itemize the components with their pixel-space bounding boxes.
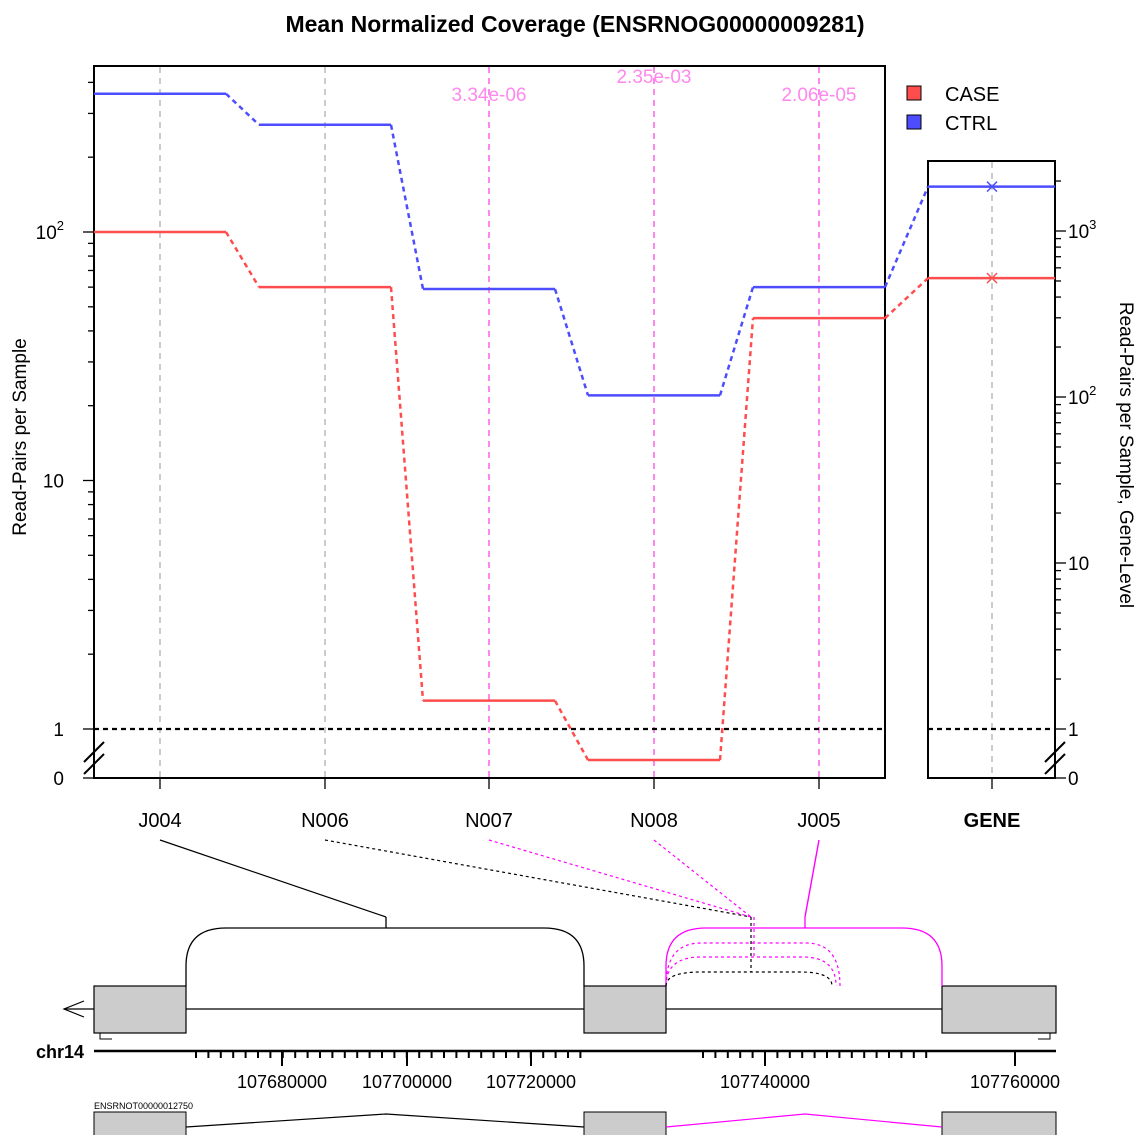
legend: CASE CTRL	[906, 84, 999, 135]
y-tick-label-right: 102	[1068, 383, 1096, 409]
x-tick-label-j004: J004	[138, 810, 181, 832]
legend-swatch-ctrl	[906, 114, 922, 130]
legend-label-case: CASE	[945, 84, 999, 106]
transcript-exon-1	[93, 1111, 187, 1135]
y-tick-label-right: 10	[1068, 554, 1089, 575]
genomic-tick-label: 107680000	[237, 1072, 327, 1092]
gene-level-values	[928, 181, 1055, 284]
p-value-labels: 3.34e-06 2.35e-03 2.06e-05	[451, 67, 856, 106]
x-tick-label-n006: N006	[301, 810, 349, 832]
y-tick-label-right: 1	[1068, 720, 1079, 741]
gene-model	[62, 917, 1057, 1040]
legend-label-ctrl: CTRL	[945, 113, 997, 135]
case-gene-connector	[884, 277, 929, 320]
y-tick-label: 0	[53, 769, 64, 790]
y-axis-left: 0 1 10 102	[36, 81, 94, 790]
exon-3	[941, 985, 1057, 1034]
y-tick-label-right: 103	[1068, 217, 1096, 243]
x-tick-label-gene: GENE	[964, 810, 1021, 832]
junction-arc-j005	[665, 927, 943, 986]
axis-break-right	[1044, 741, 1066, 775]
novel-arc-n006	[665, 971, 833, 987]
series-lines	[94, 92, 930, 762]
ctrl-connector	[718, 286, 755, 396]
y-tick-label-right: 0	[1068, 769, 1079, 790]
exon-2	[583, 985, 667, 1034]
case-connector	[718, 318, 755, 761]
p-value-j005: 2.06e-05	[781, 85, 856, 106]
case-connector	[224, 231, 261, 288]
x-tick-label-n007: N007	[465, 810, 513, 832]
x-tick-label-n008: N008	[630, 810, 678, 832]
category-guides	[159, 67, 993, 777]
legend-swatch-case	[906, 85, 922, 101]
p-value-n008: 2.35e-03	[616, 67, 691, 88]
y-tick-label: 10	[43, 472, 64, 493]
y-axis-label-right: Read-Pairs per Sample, Gene-Level	[1115, 302, 1136, 608]
y-axis-label-left: Read-Pairs per Sample	[10, 338, 31, 535]
y-axis-right: 0 1 10 102 103	[1055, 180, 1096, 790]
genomic-tick-label: 107700000	[362, 1072, 452, 1092]
p-value-n007: 3.34e-06	[451, 85, 526, 106]
novel-arc-n008	[665, 942, 841, 987]
case-connector	[389, 287, 425, 701]
case-connector	[553, 700, 590, 761]
transcript-track: ENSRNOT00000012750	[93, 1101, 1057, 1135]
junction-arc-j004	[185, 927, 585, 986]
transcript-exon-3	[941, 1111, 1057, 1135]
category-connectors	[159, 839, 820, 918]
ctrl-connector	[553, 288, 590, 396]
novel-arc-n007	[665, 956, 837, 987]
ctrl-gene-marker	[986, 181, 998, 193]
exon-1	[93, 985, 187, 1034]
ctrl-connector	[225, 92, 260, 126]
chart-title: Mean Normalized Coverage (ENSRNOG0000000…	[285, 11, 864, 37]
chromosome-label: chr14	[36, 1042, 84, 1062]
x-axis-categories: J004 N006 N007 N008 J005 GENE	[138, 778, 1020, 832]
ctrl-connector	[389, 124, 425, 290]
transcript-exon-2	[583, 1111, 667, 1135]
axis-break-left	[83, 741, 105, 775]
genomic-tick-label: 107760000	[970, 1072, 1060, 1092]
y-tick-label: 102	[36, 218, 64, 244]
transcript-label: ENSRNOT00000012750	[94, 1101, 193, 1111]
x-tick-label-j005: J005	[797, 810, 840, 832]
case-gene-marker	[986, 272, 998, 284]
genomic-axis: chr14 107680000 107700000 107720000 1077…	[36, 1042, 1060, 1092]
y-tick-label: 1	[53, 720, 64, 741]
ctrl-gene-connector	[883, 186, 930, 288]
genomic-tick-label: 107720000	[486, 1072, 576, 1092]
genomic-tick-label: 107740000	[720, 1072, 810, 1092]
